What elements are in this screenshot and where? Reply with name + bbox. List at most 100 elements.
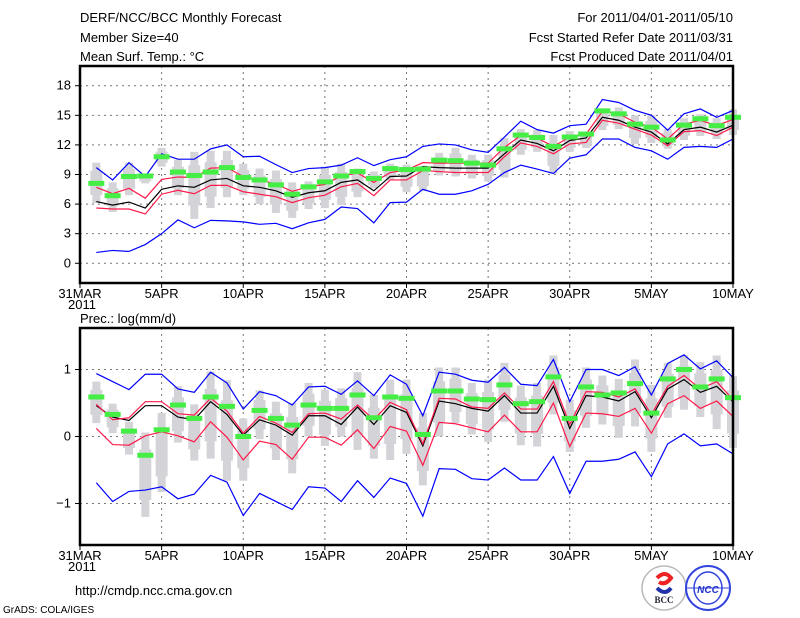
observed-marker bbox=[676, 122, 693, 128]
member-quartile-box bbox=[302, 186, 315, 204]
y-tick-label: 3 bbox=[64, 226, 71, 241]
observed-marker bbox=[496, 146, 513, 152]
observed-marker bbox=[447, 158, 464, 164]
observed-marker bbox=[659, 376, 676, 382]
observed-marker bbox=[300, 402, 317, 408]
year-label: 2011 bbox=[68, 297, 96, 312]
member-quartile-box bbox=[367, 407, 380, 446]
observed-marker bbox=[284, 191, 301, 197]
bcc-logo-text: BCC bbox=[654, 595, 673, 605]
series-lower-spread-line bbox=[95, 394, 734, 467]
forecast-period: For 2011/04/01-2011/05/10 bbox=[577, 10, 733, 25]
bcc-logo: BCC bbox=[641, 565, 687, 611]
observed-marker bbox=[365, 175, 382, 181]
x-tick-label: 15APR bbox=[304, 548, 345, 563]
x-tick-label: 10MAY bbox=[712, 548, 754, 563]
member-quartile-box bbox=[220, 400, 233, 461]
member-quartile-box bbox=[694, 373, 707, 407]
observed-marker bbox=[610, 111, 627, 117]
member-quartile-box bbox=[237, 430, 250, 469]
member-quartile-box bbox=[139, 449, 152, 500]
observed-marker bbox=[218, 165, 235, 171]
produced-date: Fcst Produced Date 2011/04/01 bbox=[550, 49, 733, 64]
plot-frame bbox=[78, 64, 735, 285]
series-upper-spread-line bbox=[96, 110, 734, 199]
series-minimum-line bbox=[95, 433, 734, 518]
observed-marker bbox=[463, 396, 480, 402]
member-size: Member Size=40 bbox=[80, 30, 179, 45]
observed-marker bbox=[267, 415, 284, 421]
member-quartile-box bbox=[400, 170, 413, 187]
year-label: 2011 bbox=[68, 559, 96, 574]
member-quartile-box bbox=[629, 372, 642, 414]
y-tick-label: 9 bbox=[64, 167, 71, 182]
observed-marker bbox=[349, 392, 366, 398]
observed-marker bbox=[578, 131, 595, 137]
member-quartile-box bbox=[351, 387, 364, 435]
series-minimum-line bbox=[96, 138, 734, 254]
x-tick-label: 31MAR bbox=[58, 286, 101, 301]
x-tick-label: 25APR bbox=[468, 548, 509, 563]
member-quartile-box bbox=[253, 400, 266, 430]
observed-marker bbox=[398, 167, 415, 173]
member-quartile-box bbox=[678, 366, 691, 399]
member-quartile-box bbox=[596, 385, 609, 415]
observed-marker bbox=[333, 173, 350, 179]
observed-marker bbox=[529, 135, 546, 141]
observed-marker bbox=[251, 407, 268, 413]
observed-marker bbox=[382, 394, 399, 400]
ncc-logo: NCC bbox=[685, 565, 731, 611]
member-quartile-box bbox=[384, 395, 397, 444]
observed-marker bbox=[104, 411, 121, 417]
x-tick-label: 25APR bbox=[468, 286, 509, 301]
observed-marker bbox=[153, 427, 170, 433]
observed-marker bbox=[512, 132, 529, 138]
source-url[interactable]: http://cmdp.ncc.cma.gov.cn bbox=[75, 583, 232, 598]
observed-marker bbox=[120, 173, 137, 179]
observed-marker bbox=[251, 177, 268, 183]
y-tick-label: 0 bbox=[64, 429, 71, 444]
observed-marker bbox=[235, 434, 252, 439]
observed-marker bbox=[284, 422, 301, 428]
observed-marker bbox=[169, 169, 186, 175]
observed-marker bbox=[365, 415, 382, 421]
started-date: Fcst Started Refer Date 2011/03/31 bbox=[529, 30, 733, 45]
grads-credit: GrADS: COLA/IGES bbox=[3, 605, 94, 616]
observed-marker bbox=[545, 143, 562, 149]
member-quartile-box bbox=[286, 417, 299, 460]
figure-title: DERF/NCC/BCC Monthly Forecast bbox=[80, 10, 282, 25]
observed-marker bbox=[496, 382, 513, 388]
y-tick-label: 15 bbox=[57, 107, 71, 122]
observed-marker bbox=[610, 390, 627, 396]
x-tick-label: 10APR bbox=[223, 286, 264, 301]
observed-marker bbox=[545, 374, 562, 380]
plot-frame bbox=[78, 326, 735, 547]
observed-marker bbox=[333, 405, 350, 411]
series-lower-spread-line bbox=[96, 119, 734, 215]
observed-marker bbox=[561, 134, 578, 140]
observed-marker bbox=[708, 123, 725, 129]
observed-marker bbox=[643, 410, 660, 416]
observed-marker bbox=[708, 376, 725, 382]
observed-marker bbox=[382, 166, 399, 172]
member-quartile-box bbox=[416, 170, 429, 187]
x-tick-label: 30APR bbox=[549, 286, 590, 301]
observed-marker bbox=[447, 388, 464, 394]
observed-marker bbox=[431, 388, 448, 394]
precipitation-panel: 31MAR 5APR 10APR 15APR 20APR 25APR 30APR 5MAY 10… bbox=[56, 326, 754, 574]
member-quartile-box bbox=[335, 397, 348, 427]
member-quartile-box bbox=[449, 378, 462, 412]
y-tick-label: 6 bbox=[64, 196, 71, 211]
observed-marker bbox=[316, 179, 333, 185]
observed-marker bbox=[186, 415, 203, 421]
observed-marker bbox=[480, 397, 497, 403]
member-quartile-box bbox=[400, 394, 413, 440]
x-tick-label: 5MAY bbox=[634, 286, 669, 301]
observed-marker bbox=[316, 405, 333, 411]
observed-marker bbox=[153, 154, 170, 160]
observed-marker bbox=[137, 452, 154, 458]
x-tick-label: 20APR bbox=[386, 286, 427, 301]
variable-label: Mean Surf. Temp.: °C bbox=[80, 49, 204, 64]
observed-marker bbox=[398, 395, 415, 401]
